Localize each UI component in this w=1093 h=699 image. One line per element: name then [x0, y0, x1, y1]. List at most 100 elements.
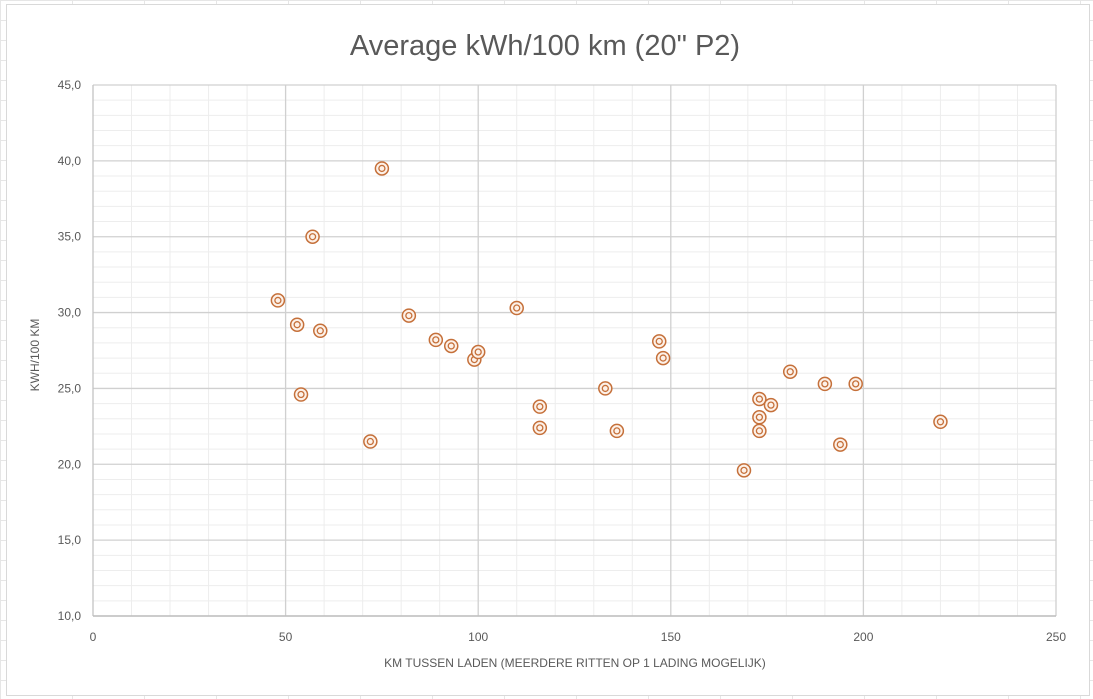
data-point: [933, 414, 948, 430]
y-tick-label: 15,0: [58, 533, 82, 547]
data-point: [782, 364, 798, 379]
data-point-inner-ring: [601, 384, 609, 393]
data-point-outer-ring: [833, 437, 848, 452]
data-point-outer-ring: [817, 376, 833, 392]
x-tick-label: 100: [468, 630, 488, 644]
data-point-inner-ring: [297, 390, 305, 399]
data-point-inner-ring: [613, 427, 621, 435]
data-point: [817, 376, 833, 392]
y-tick-label: 10,0: [58, 609, 82, 623]
data-point-outer-ring: [655, 350, 671, 366]
data-point-inner-ring: [740, 466, 748, 475]
data-point-outer-ring: [401, 308, 417, 323]
data-point: [293, 387, 309, 402]
data-point: [598, 381, 613, 396]
data-point: [305, 229, 320, 244]
data-point-outer-ring: [470, 344, 486, 360]
data-point-inner-ring: [447, 342, 455, 350]
data-point-inner-ring: [536, 402, 544, 411]
y-tick-label: 20,0: [58, 457, 82, 471]
data-point-outer-ring: [532, 420, 548, 436]
data-point: [609, 423, 625, 439]
data-point: [848, 376, 863, 392]
data-point-inner-ring: [513, 304, 521, 312]
data-point-outer-ring: [933, 414, 948, 430]
data-point-outer-ring: [289, 317, 305, 332]
y-tick-label: 30,0: [58, 306, 82, 320]
y-tick-label: 45,0: [58, 78, 82, 92]
data-point-inner-ring: [366, 437, 374, 446]
data-point-outer-ring: [428, 332, 444, 348]
data-point: [651, 334, 667, 349]
data-point-inner-ring: [316, 327, 324, 335]
data-point: [655, 350, 671, 366]
x-axis-label: KM TUSSEN LADEN (MEERDERE RITTEN OP 1 LA…: [384, 656, 766, 670]
y-axis-label: KWH/100 KM: [28, 319, 42, 392]
data-point-outer-ring: [848, 376, 863, 392]
x-tick-label: 50: [279, 630, 293, 644]
data-point-outer-ring: [363, 434, 378, 449]
data-point-outer-ring: [293, 387, 309, 402]
data-point-outer-ring: [763, 397, 779, 413]
data-point-inner-ring: [378, 164, 386, 173]
y-tick-label: 25,0: [58, 381, 82, 395]
data-point-outer-ring: [374, 161, 390, 176]
data-point-inner-ring: [308, 233, 317, 241]
data-point: [833, 437, 848, 452]
data-point: [374, 161, 390, 176]
data-point: [428, 332, 444, 348]
data-point: [763, 397, 779, 413]
x-tick-label: 200: [853, 630, 873, 644]
data-point-outer-ring: [443, 338, 459, 354]
data-point-inner-ring: [755, 413, 764, 421]
data-point: [313, 323, 328, 339]
data-points: [270, 161, 948, 478]
data-point: [443, 338, 459, 354]
data-point-outer-ring: [736, 463, 752, 478]
y-tick-label: 40,0: [58, 154, 82, 168]
data-point: [532, 420, 548, 436]
data-point-outer-ring: [651, 334, 667, 349]
y-tick-label: 35,0: [58, 230, 82, 244]
data-point-inner-ring: [474, 348, 482, 356]
data-point: [752, 423, 767, 439]
data-point-inner-ring: [755, 427, 764, 435]
data-point-inner-ring: [836, 440, 844, 449]
data-point: [736, 463, 752, 478]
data-point: [363, 434, 378, 449]
data-point: [532, 399, 548, 414]
scatter-chart: 0 50 100 150 200 250 10,0 15,0 20,0 25,0 30,0 35,0 4…: [28, 30, 1066, 670]
chart-title: Average kWh/100 km (20" P2): [350, 30, 740, 62]
data-point-inner-ring: [432, 336, 440, 344]
data-point: [509, 300, 524, 316]
data-point-inner-ring: [655, 337, 663, 346]
data-point-inner-ring: [755, 395, 764, 403]
data-point-outer-ring: [752, 423, 767, 439]
data-point: [289, 317, 305, 332]
data-point-outer-ring: [609, 423, 625, 439]
data-point-outer-ring: [305, 229, 320, 244]
data-point: [752, 410, 767, 425]
data-point-outer-ring: [752, 391, 767, 407]
gridlines: [92, 84, 1057, 617]
data-point-outer-ring: [598, 381, 613, 396]
x-tick-label: 250: [1046, 630, 1066, 644]
data-point: [752, 391, 767, 407]
data-point-inner-ring: [936, 418, 945, 426]
data-point: [270, 293, 286, 308]
data-point-inner-ring: [274, 296, 282, 305]
data-point-outer-ring: [270, 293, 286, 308]
data-point-inner-ring: [405, 311, 413, 320]
x-tick-label: 150: [661, 630, 681, 644]
data-point-inner-ring: [536, 424, 544, 432]
data-point-inner-ring: [821, 380, 829, 388]
data-point-outer-ring: [532, 399, 548, 414]
chart-area[interactable]: 0 50 100 150 200 250 10,0 15,0 20,0 25,0 30,0 35,0 4…: [6, 4, 1090, 696]
data-point-inner-ring: [293, 321, 301, 329]
data-point-inner-ring: [852, 380, 860, 388]
data-point-outer-ring: [313, 323, 328, 339]
data-point: [401, 308, 417, 323]
data-point-inner-ring: [767, 401, 775, 409]
data-point-outer-ring: [752, 410, 767, 425]
data-point-outer-ring: [782, 364, 798, 379]
